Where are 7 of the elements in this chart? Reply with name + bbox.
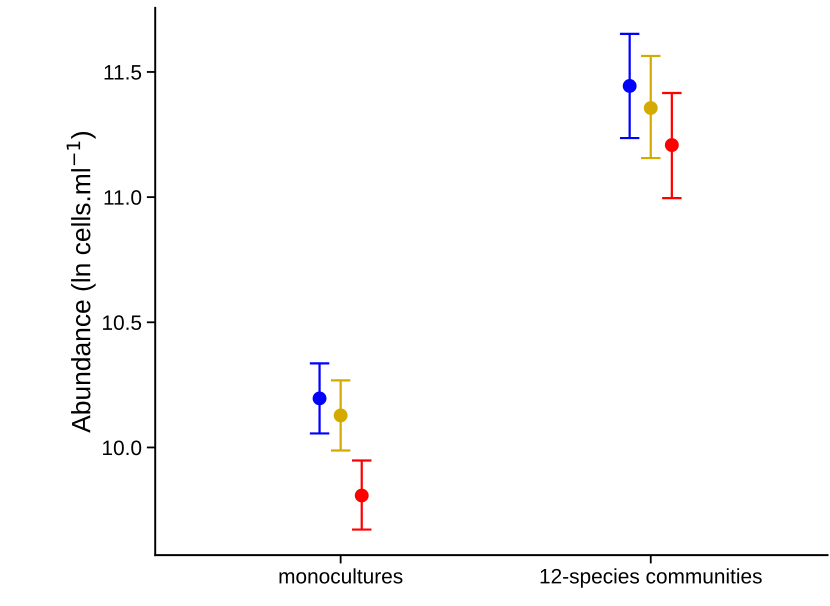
x-tick-label: 12-species communities bbox=[540, 568, 762, 588]
y-tick-label: 11.5 bbox=[104, 65, 142, 80]
y-axis-title: Abundance (ln cells.ml$^{−1}$) bbox=[66, 132, 96, 433]
y-tick-label: 10.0 bbox=[103, 440, 142, 456]
y-tick-label: 10.5 bbox=[103, 315, 142, 330]
y-tick-label: 11.0 bbox=[104, 190, 142, 205]
x-tick-label: monocultures bbox=[280, 568, 402, 584]
